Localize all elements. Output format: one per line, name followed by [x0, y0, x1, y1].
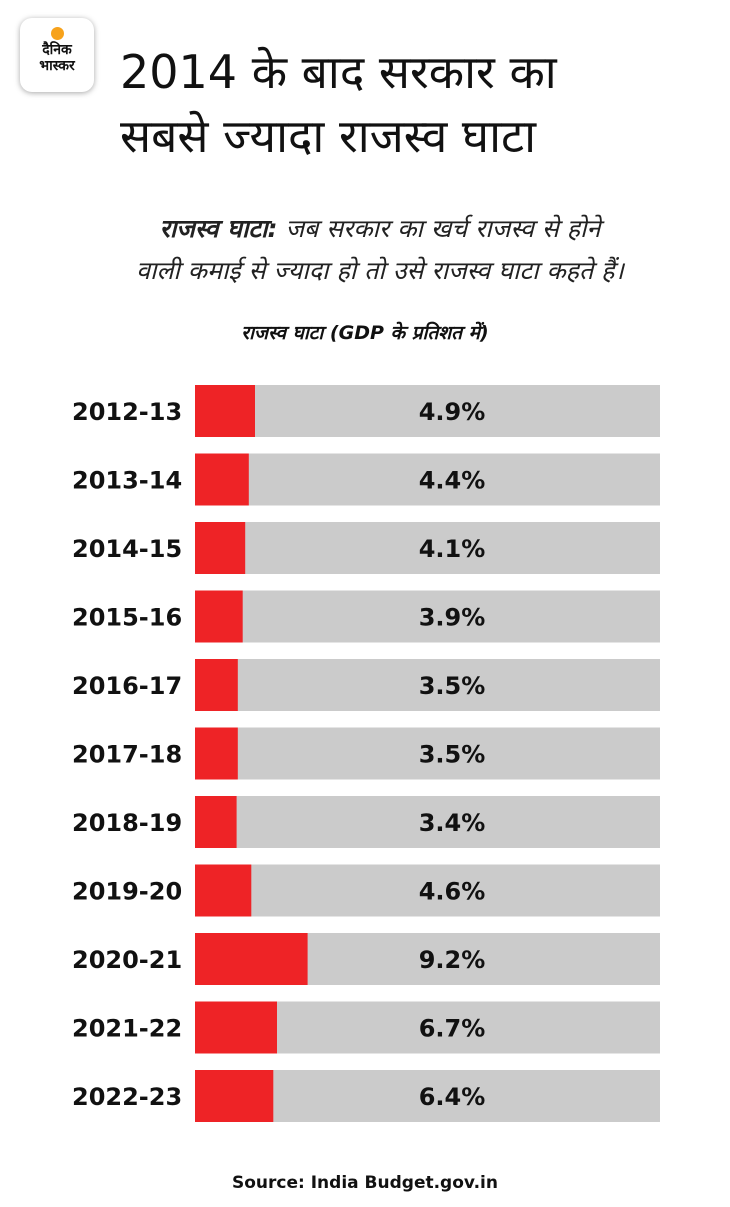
deficit-bar — [195, 590, 243, 643]
bar-row-2021-22: 2021-22 6.7% — [72, 1001, 660, 1054]
bar-row-2015-16: 2015-16 3.9% — [72, 590, 660, 643]
bar-row-2019-20: 2019-20 4.6% — [72, 864, 660, 917]
bar-row-2017-18: 2017-18 3.5% — [72, 727, 660, 780]
logo-text-line1: दैनिक — [42, 42, 72, 58]
value-label: 6.4% — [419, 1083, 486, 1111]
bar-row-2018-19: 2018-19 3.4% — [72, 796, 660, 848]
deficit-bar — [195, 385, 255, 437]
definition-term: राजस्व घाटा: — [159, 214, 278, 243]
deficit-bar — [195, 727, 238, 780]
value-label: 3.4% — [419, 809, 486, 837]
headline-line1: 2014 के बाद सरकार का — [120, 45, 557, 99]
bar-track — [195, 796, 660, 848]
year-label: 2018-19 — [72, 809, 182, 837]
bar-row-2020-21: 2020-21 9.2% — [72, 933, 660, 985]
bar-row-2016-17: 2016-17 3.5% — [72, 659, 660, 711]
headline: 2014 के बाद सरकार का सबसे ज्यादा राजस्व … — [120, 40, 720, 168]
year-label: 2019-20 — [72, 878, 182, 906]
year-label: 2015-16 — [72, 604, 182, 632]
definition-line1-rest: जब सरकार का खर्च राजस्व से होने — [277, 214, 601, 243]
year-label: 2014-15 — [72, 535, 182, 563]
value-label: 3.5% — [419, 672, 486, 700]
value-label: 3.9% — [419, 604, 486, 632]
year-label: 2017-18 — [72, 741, 182, 769]
year-label: 2013-14 — [72, 467, 182, 495]
definition-line1: राजस्व घाटा: जब सरकार का खर्च राजस्व से … — [40, 208, 720, 250]
logo-text-line2: भास्कर — [39, 58, 75, 74]
value-label: 6.7% — [419, 1015, 486, 1043]
deficit-bar — [195, 1001, 277, 1054]
deficit-bar — [195, 796, 237, 848]
source-credit: Source: India Budget.gov.in — [232, 1173, 498, 1193]
deficit-bar — [195, 659, 238, 711]
value-label: 4.1% — [419, 535, 486, 563]
value-label: 4.4% — [419, 467, 486, 495]
bar-row-2014-15: 2014-15 4.1% — [72, 522, 660, 574]
deficit-bar — [195, 864, 252, 917]
year-label: 2021-22 — [72, 1015, 182, 1043]
value-label: 3.5% — [419, 741, 486, 769]
bar-track — [195, 590, 660, 643]
bar-row-2022-23: 2022-23 6.4% — [72, 1070, 660, 1122]
bar-track — [195, 522, 660, 574]
deficit-bar — [195, 453, 249, 506]
bar-track — [195, 385, 660, 437]
bar-track — [195, 659, 660, 711]
year-label: 2012-13 — [72, 398, 182, 426]
deficit-bar — [195, 933, 308, 985]
value-label: 4.9% — [419, 398, 486, 426]
year-label: 2020-21 — [72, 946, 182, 974]
dainik-bhaskar-logo: दैनिक भास्कर — [20, 18, 94, 92]
headline-line2: सबसे ज्यादा राजस्व घाटा — [120, 109, 537, 163]
bar-track — [195, 864, 660, 917]
deficit-bar — [195, 522, 246, 574]
chart-title: राजस्व घाटा (GDP के प्रतिशत में) — [241, 322, 489, 344]
value-label: 9.2% — [419, 946, 486, 974]
definition-text: राजस्व घाटा: जब सरकार का खर्च राजस्व से … — [40, 208, 720, 292]
bar-track — [195, 453, 660, 506]
year-label: 2016-17 — [72, 672, 182, 700]
bar-row-2013-14: 2013-14 4.4% — [72, 453, 660, 506]
definition-line2: वाली कमाई से ज्यादा हो तो उसे राजस्व घाट… — [136, 256, 624, 285]
value-label: 4.6% — [419, 878, 486, 906]
deficit-bar — [195, 1070, 274, 1122]
revenue-deficit-bar-chart: 2012-13 4.9% 2013-14 4.4% 2014-15 4.1% 2015-16… — [72, 385, 660, 1122]
bar-track — [195, 727, 660, 780]
year-label: 2022-23 — [72, 1083, 182, 1111]
bar-row-2012-13: 2012-13 4.9% — [72, 385, 660, 437]
sun-icon — [51, 27, 64, 40]
